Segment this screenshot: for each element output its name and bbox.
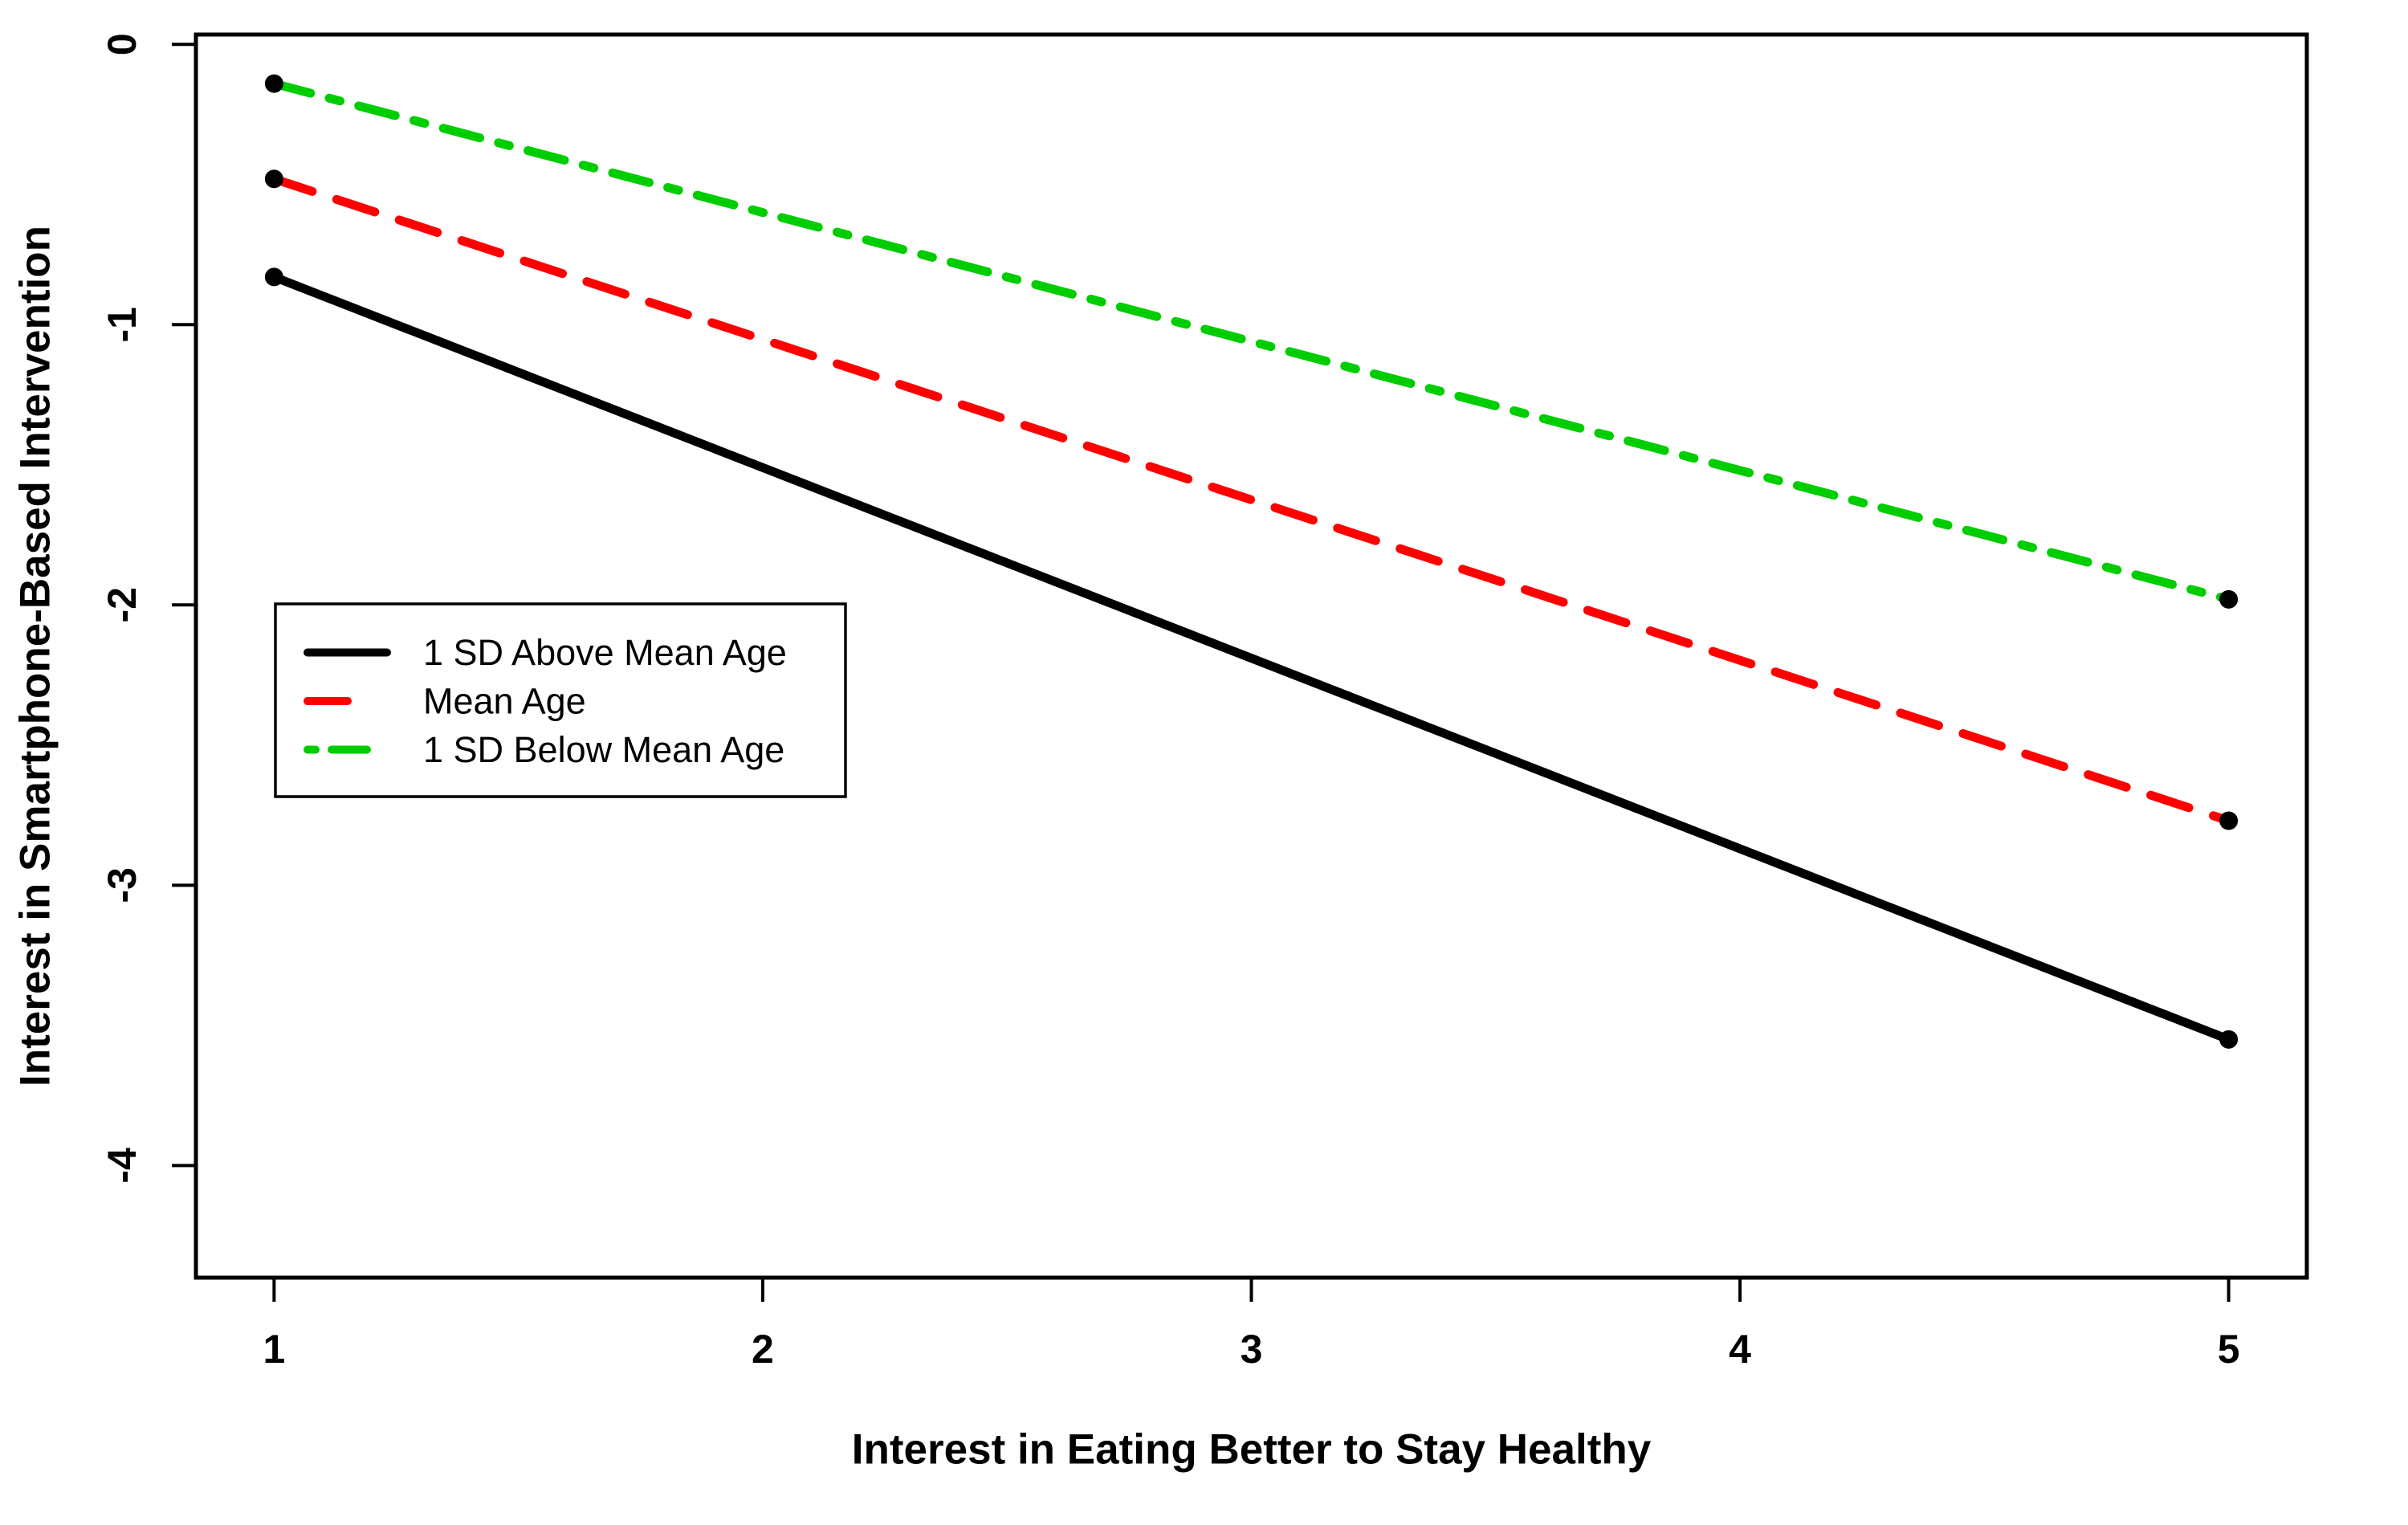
- x-tick-label: 3: [1241, 1327, 1263, 1372]
- y-tick-label: -4: [100, 1148, 145, 1184]
- x-axis-title: Interest in Eating Better to Stay Health…: [852, 1426, 1652, 1474]
- legend-label: Mean Age: [423, 681, 586, 722]
- data-point: [264, 169, 283, 189]
- legend-box: [274, 602, 847, 798]
- y-tick-label: -3: [100, 867, 145, 903]
- legend-label: 1 SD Above Mean Age: [423, 632, 787, 673]
- data-point: [264, 74, 283, 93]
- y-tick-label: -1: [100, 307, 145, 342]
- data-point: [2219, 811, 2239, 830]
- y-tick-label: -2: [100, 587, 145, 622]
- series-line-0: [269, 272, 2234, 1044]
- x-tick-label: 1: [263, 1327, 285, 1372]
- series-line-2: [269, 79, 2234, 604]
- legend-label: 1 SD Below Mean Age: [423, 729, 784, 770]
- data-point: [2219, 1030, 2239, 1049]
- x-tick-label: 4: [1729, 1327, 1751, 1372]
- data-point: [264, 267, 283, 287]
- y-axis-title: Interest in Smartphone-Based Interventio…: [12, 226, 59, 1087]
- x-tick-label: 2: [752, 1327, 774, 1372]
- data-point: [2219, 589, 2239, 609]
- x-tick-label: 5: [2218, 1327, 2240, 1372]
- y-tick-label: 0: [100, 33, 145, 55]
- series-line-1: [269, 174, 2234, 826]
